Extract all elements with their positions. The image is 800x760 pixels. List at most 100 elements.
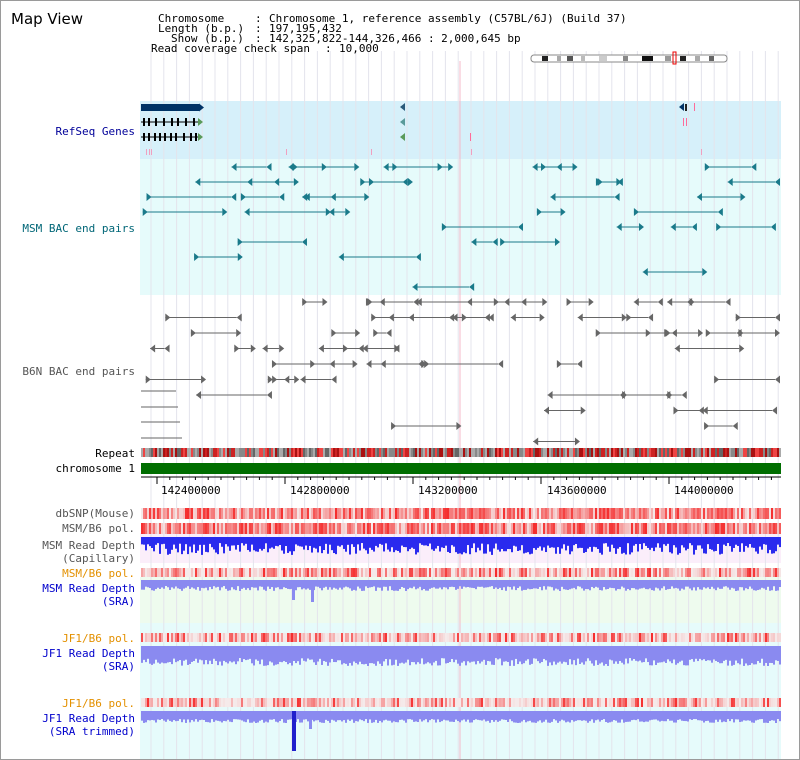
jf1-depth-trimmed-bar [773,711,775,721]
msm-depth-capillary-bar [289,537,291,552]
dbsnp-strip-segment [603,508,605,519]
jf1-b6-pol-trimmed-segment [411,698,413,707]
jf1-b6-pol-trimmed-segment [349,698,351,707]
msm-b6-pol-sra-segment [267,568,269,577]
jf1-depth-sra-bar [243,646,245,660]
repeat-segment [287,448,289,457]
track-label-refseq[interactable]: RefSeq Genes [55,125,135,138]
dbsnp-strip-segment [611,508,613,519]
dbsnp-strip-segment [735,508,737,519]
track-label-chromosome[interactable]: chromosome 1 [55,462,135,475]
repeat-segment [345,448,347,457]
jf1-b6-pol-segment [581,633,583,642]
track-label-jf1-depth-sra-1[interactable]: JF1 Read Depth [42,647,135,660]
jf1-depth-trimmed-bar [269,711,271,720]
msm-b6-pol-sra-segment [357,568,359,577]
msm-b6-pol-sra-segment [629,568,631,577]
repeat-segment [459,448,461,457]
jf1-depth-trimmed-bar [279,711,281,721]
msm-b6-pol-sra-segment [745,568,747,577]
track-label-repeat[interactable]: Repeat [95,447,135,460]
msm-b6-pol-sra-segment [635,568,637,577]
jf1-b6-pol-trimmed-segment [745,698,747,707]
jf1-b6-pol-segment [451,633,453,642]
track-label-msm-b6-pol-sra[interactable]: MSM/B6 pol. [62,567,135,580]
msm-depth-sra-bar [721,580,723,589]
msm-b6-pol-sra-segment [349,568,351,577]
jf1-b6-pol-trimmed-segment [453,698,455,707]
b6n-bac-pair-end [580,406,586,415]
jf1-depth-trimmed-bar [537,711,539,722]
jf1-depth-sra-bar [563,646,565,662]
b6n-bac-pair-end [772,406,778,415]
msm-b6-pol-sra-segment [649,568,651,577]
jf1-b6-pol-trimmed-segment [669,698,671,707]
repeat-segment [541,448,543,457]
jf1-depth-trimmed-bar [465,711,467,722]
jf1-b6-pol-segment [343,633,345,642]
msm-depth-sra-bar [515,580,517,591]
msm-depth-capillary-bar [741,537,743,544]
track-label-jf1-b6-pol[interactable]: JF1/B6 pol. [62,632,135,645]
msm-depth-sra-bar [665,580,667,590]
jf1-depth-trimmed-bar [181,711,183,723]
msm-b6-pol-sra-segment [239,568,241,577]
msm-b6-pol-sra-segment [449,568,451,577]
track-label-msm-depth-capillary-1[interactable]: MSM Read Depth [42,539,135,552]
track-label-msm-bac[interactable]: MSM BAC end pairs [22,222,135,235]
jf1-depth-trimmed-bar [745,711,747,721]
jf1-depth-trimmed-bar [185,711,187,723]
jf1-b6-pol-segment [603,633,605,642]
jf1-depth-sra-bar [225,646,227,663]
jf1-b6-pol-trimmed-segment [177,698,179,707]
jf1-b6-pol-segment [487,633,489,642]
repeat-segment [581,448,583,457]
msm-depth-sra-bar [389,580,391,587]
b6n-bac-pair-end [331,375,337,384]
track-label-dbsnp[interactable]: dbSNP(Mouse) [55,507,135,520]
jf1-b6-pol-trimmed-segment [369,698,371,707]
jf1-depth-sra-bar [473,646,475,662]
msm-b6-pol-segment [679,523,681,534]
repeat-segment [183,448,185,457]
msm-depth-sra-bar [187,580,189,587]
track-label-b6n-bac[interactable]: B6N BAC end pairs [22,365,135,378]
msm-b6-pol-segment [611,523,613,534]
msm-b6-pol-segment [141,523,143,534]
repeat-segment [331,448,333,457]
b6n-bac-pair-end [318,344,324,353]
dbsnp-strip-segment [329,508,331,519]
jf1-depth-sra-bar [469,646,471,663]
jf1-b6-pol-segment [763,633,765,642]
refseq-exon [155,118,157,126]
msm-depth-capillary-bar [713,537,715,552]
dbsnp-strip-segment [141,508,143,519]
jf1-b6-pol-trimmed-segment [351,698,353,707]
jf1-depth-trimmed-bar [187,711,189,720]
jf1-depth-sra-bar [597,646,599,665]
msm-depth-sra-bar [329,580,331,588]
dbsnp-strip-segment [493,508,495,519]
jf1-depth-trimmed-bar [599,711,601,722]
b6n-bac-pair-end [705,329,711,337]
jf1-depth-sra-bar [351,646,353,666]
msm-depth-capillary-bar [461,537,463,555]
jf1-depth-trimmed-bar [763,711,765,723]
dbsnp-strip-segment [671,508,673,519]
msm-b6-pol-sra-segment [779,568,781,577]
jf1-b6-pol-trimmed-segment [443,698,445,707]
dbsnp-strip-segment [335,508,337,519]
track-label-jf1-b6-pol-trimmed[interactable]: JF1/B6 pol. [62,697,135,710]
msm-bac-pair-end [279,193,285,201]
jf1-b6-pol-segment [457,633,459,642]
msm-b6-pol-segment [375,523,377,534]
axis-tick-label: 142400000 [161,484,221,497]
jf1-depth-trimmed-bar [289,711,291,720]
track-label-jf1-depth-trimmed-1[interactable]: JF1 Read Depth [42,712,135,725]
msm-bac-pair-end [740,193,746,201]
track-label-msm-b6-pol[interactable]: MSM/B6 pol. [62,522,135,535]
track-label-msm-depth-sra-1[interactable]: MSM Read Depth [42,582,135,595]
dbsnp-strip-segment [449,508,451,519]
dbsnp-strip-segment [295,508,297,519]
jf1-depth-sra-bar [177,646,179,662]
